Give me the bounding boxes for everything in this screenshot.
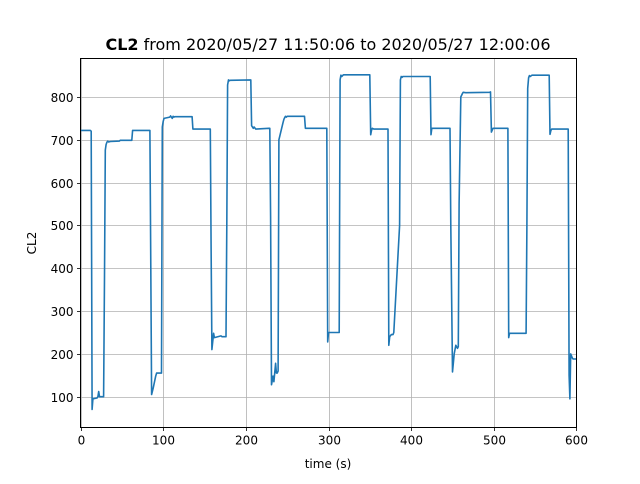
y-tick-label: 600 <box>51 177 74 191</box>
axes-frame <box>80 58 577 428</box>
y-tick-label: 200 <box>51 348 74 362</box>
plot-area <box>80 74 577 411</box>
y-tick-label: 700 <box>51 134 74 148</box>
x-axis-label: time (s) <box>305 457 352 471</box>
x-tick-label: 0 <box>78 434 86 448</box>
x-tick-label: 600 <box>565 434 588 448</box>
series-line <box>80 74 577 411</box>
x-tick-label: 100 <box>152 434 175 448</box>
y-tick-label: 400 <box>51 262 74 276</box>
y-tick-label: 100 <box>51 391 74 405</box>
x-tick-label: 400 <box>400 434 423 448</box>
ticks: 0 100 200 300 400 500 600 100 200 300 400 500 600 700… <box>51 91 588 448</box>
x-tick-label: 300 <box>318 434 341 448</box>
chart-title: CL2 from 2020/05/27 11:50:06 to 2020/05/… <box>105 35 550 54</box>
x-tick-label: 200 <box>235 434 258 448</box>
y-axis-label: CL2 <box>25 232 39 255</box>
chart-title-bold: CL2 <box>105 35 138 54</box>
y-tick-label: 300 <box>51 305 74 319</box>
chart-title-rest: from 2020/05/27 11:50:06 to 2020/05/27 1… <box>139 35 551 54</box>
grid <box>80 58 577 428</box>
y-tick-label: 800 <box>51 91 74 105</box>
y-tick-label: 500 <box>51 219 74 233</box>
x-tick-label: 500 <box>483 434 506 448</box>
